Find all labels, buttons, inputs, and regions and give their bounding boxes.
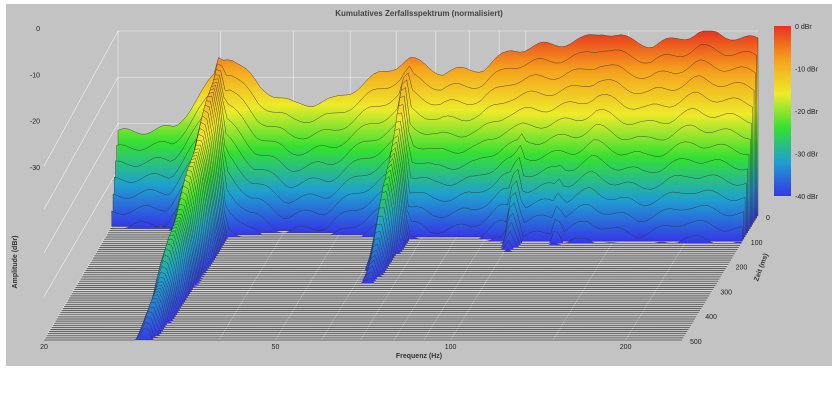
waterfall-slice [101, 115, 742, 244]
waterfall-slice [69, 234, 708, 299]
waterfall-slice [92, 151, 733, 259]
waterfall-slice [44, 327, 682, 341]
waterfall-slice [70, 230, 710, 297]
waterfall-slice [74, 220, 713, 290]
waterfall-slice [105, 100, 746, 238]
waterfall-slice [64, 254, 703, 307]
waterfall-slice [79, 203, 719, 282]
y-tick-label: -10 [30, 72, 40, 79]
waterfall-slice [60, 271, 699, 313]
grid-line-freq-floor [218, 215, 294, 341]
z-tick-label: 100 [751, 240, 763, 247]
grid-line-db-side [43, 123, 119, 254]
x-tick-label: 20 [40, 344, 48, 351]
colorbar-tick-label: 0 dBr [795, 24, 812, 31]
x-tick-label: 100 [445, 344, 457, 351]
y-tick-labels: 0 -10 -20 -30 [30, 26, 40, 172]
x-tick-label: 200 [620, 344, 632, 351]
waterfall-slice [47, 311, 686, 334]
waterfall-slice [57, 281, 697, 318]
waterfall-slice [59, 277, 698, 316]
waterfall-slice [67, 238, 707, 301]
colorbar-tick-labels: 0 dBr -10 dBr -20 dBr -30 dBr -40 dBr [795, 24, 819, 201]
waterfall-slice [89, 161, 729, 265]
grid-line-freq-floor [275, 215, 351, 341]
waterfall-chart: Kumulatives Zerfallsspektrum (normalisie… [12, 9, 819, 360]
z-axis-label: Zeit (ms) [753, 253, 770, 283]
grid-line-freq-floor [43, 215, 119, 341]
colorbar-tick-label: -10 dBr [795, 67, 819, 74]
waterfall-slice [51, 298, 690, 328]
waterfall-slice [80, 197, 720, 280]
waterfall-slice [76, 213, 716, 286]
waterfall-slice [81, 191, 721, 278]
waterfall-slice [55, 287, 694, 322]
z-tick-labels: 0 100 200 300 400 500 [690, 215, 770, 346]
waterfall-slice [95, 144, 735, 255]
waterfall-slice [94, 148, 734, 257]
x-tick-label: 50 [272, 344, 280, 351]
waterfall-slice [66, 243, 706, 303]
waterfall-slice [91, 154, 731, 261]
waterfall-slice [84, 179, 724, 273]
waterfall-slice [72, 223, 712, 292]
waterfall-slice [102, 109, 743, 242]
waterfall-slice [85, 174, 725, 271]
waterfall-slice [71, 226, 711, 295]
waterfall-slice [45, 321, 684, 339]
waterfall-slice [61, 266, 700, 311]
waterfall-slice [82, 185, 722, 276]
waterfall-slice [99, 127, 739, 248]
waterfall-slice [62, 260, 702, 309]
y-tick-label: -20 [30, 119, 40, 126]
waterfall-slice [77, 209, 717, 284]
z-tick-label: 300 [720, 289, 732, 296]
grid-line-db-side [43, 77, 119, 210]
waterfall-slice [87, 166, 728, 267]
y-tick-label: -30 [30, 165, 40, 172]
waterfall-slice [56, 284, 695, 320]
waterfall-slice [86, 170, 726, 269]
x-tick-labels: 20 50 100 200 [40, 344, 631, 351]
colorbar-tick-label: -30 dBr [795, 152, 819, 159]
waterfall-slice [49, 306, 688, 332]
waterfall-slice [75, 217, 715, 288]
y-axis-label: Amplitude (dBr) [12, 236, 19, 289]
colorbar [774, 26, 791, 196]
waterfall-slice [90, 157, 730, 263]
z-tick-label: 400 [705, 314, 717, 321]
z-tick-label: 0 [766, 215, 770, 222]
grid-line-db-side [43, 30, 119, 167]
waterfall-slice [65, 248, 704, 305]
waterfall-slice [54, 290, 693, 324]
z-tick-label: 500 [690, 339, 702, 346]
waterfall-slice [97, 133, 738, 250]
waterfall-slices [44, 30, 759, 341]
waterfall-slice [104, 104, 745, 240]
waterfall-slice [52, 294, 691, 326]
chart-title: Kumulatives Zerfallsspektrum (normalisie… [335, 9, 503, 18]
y-tick-label: 0 [36, 26, 40, 33]
x-axis-label: Frequenz (Hz) [396, 353, 442, 360]
colorbar-tick-label: -20 dBr [795, 109, 819, 116]
chart-frame: Kumulatives Zerfallsspektrum (normalisie… [6, 4, 832, 366]
waterfall-slice [50, 302, 689, 330]
waterfall-slice [46, 316, 685, 337]
z-tick-label: 200 [736, 265, 748, 272]
waterfall-slice [96, 139, 737, 252]
waterfall-slice [100, 121, 740, 246]
grid-line-db-side [43, 169, 119, 297]
colorbar-tick-label: -40 dBr [795, 194, 819, 201]
